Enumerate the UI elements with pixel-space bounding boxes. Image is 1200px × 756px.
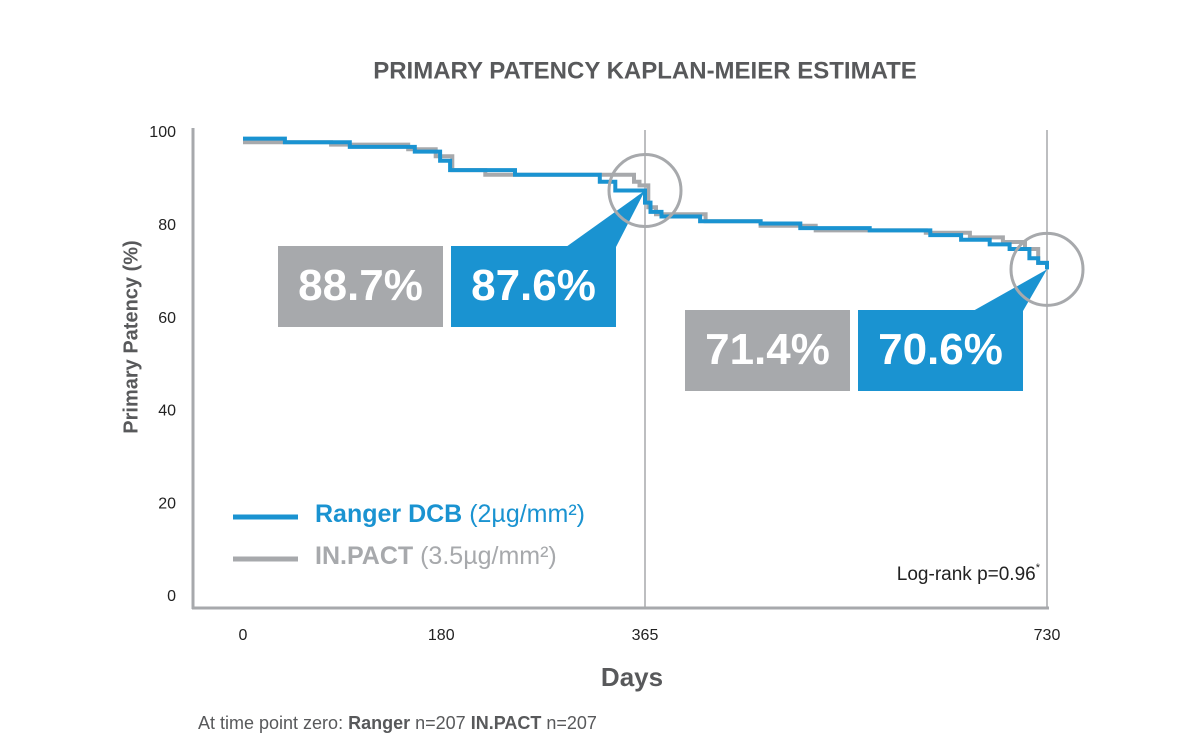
callout-box bbox=[451, 246, 616, 327]
legend-entry: IN.PACT (3.5µg/mm²) bbox=[315, 542, 557, 570]
callout-box bbox=[858, 310, 1023, 391]
footer: At time point zero: Ranger n=207 IN.PACT… bbox=[198, 713, 597, 733]
legend-dose: (2µg/mm²) bbox=[469, 500, 585, 528]
y-axis-label: Primary Patency (%) bbox=[120, 240, 142, 433]
callout-circle bbox=[1009, 231, 1085, 307]
note-text: Log-rank p=0.96 bbox=[897, 564, 1036, 585]
x-tick-label: 730 bbox=[1034, 627, 1061, 644]
callout-label: 87.6% bbox=[471, 261, 596, 310]
callout-label: 88.7% bbox=[298, 261, 423, 310]
y-tick-label: 80 bbox=[158, 217, 176, 234]
callout-circle bbox=[607, 153, 683, 229]
y-tick-label: 20 bbox=[158, 495, 176, 512]
log-rank-note: Log-rank p=0.96* bbox=[897, 562, 1041, 585]
y-tick-label: 0 bbox=[167, 588, 176, 605]
footer-group: Ranger bbox=[348, 713, 410, 733]
footer-n: n=207 bbox=[415, 713, 466, 733]
plot-area: 0 20 40 60 80 100 0 180 365 730 Ranger DCB (2µg/mm… bbox=[149, 124, 1085, 644]
footer-prefix: At time point zero: bbox=[198, 713, 343, 733]
y-tick-label: 100 bbox=[149, 124, 176, 141]
km-curve bbox=[243, 136, 1049, 270]
legend-dose: (3.5µg/mm²) bbox=[420, 542, 557, 570]
callout-box bbox=[278, 246, 443, 327]
callout-label: 70.6% bbox=[878, 325, 1003, 374]
legend-name: IN.PACT bbox=[315, 542, 413, 570]
x-tick-label: 180 bbox=[428, 627, 455, 644]
y-tick-label: 40 bbox=[158, 403, 176, 420]
callout-pointer bbox=[566, 190, 645, 247]
footer-n: n=207 bbox=[546, 713, 597, 733]
callout-label: 71.4% bbox=[705, 325, 830, 374]
footer-group: IN.PACT bbox=[471, 713, 542, 733]
legend-name: Ranger DCB bbox=[315, 500, 462, 528]
legend-entry: Ranger DCB (2µg/mm²) bbox=[315, 500, 585, 528]
note-mark: * bbox=[1036, 562, 1041, 574]
y-tick-label: 60 bbox=[158, 310, 176, 327]
x-tick-label: 0 bbox=[239, 627, 248, 644]
x-axis-label: Days bbox=[601, 662, 663, 692]
chart-title: PRIMARY PATENCY KAPLAN-MEIER ESTIMATE bbox=[373, 57, 917, 84]
callout-box bbox=[685, 310, 850, 391]
km-curve bbox=[243, 140, 1049, 266]
x-tick-label: 365 bbox=[632, 627, 659, 644]
